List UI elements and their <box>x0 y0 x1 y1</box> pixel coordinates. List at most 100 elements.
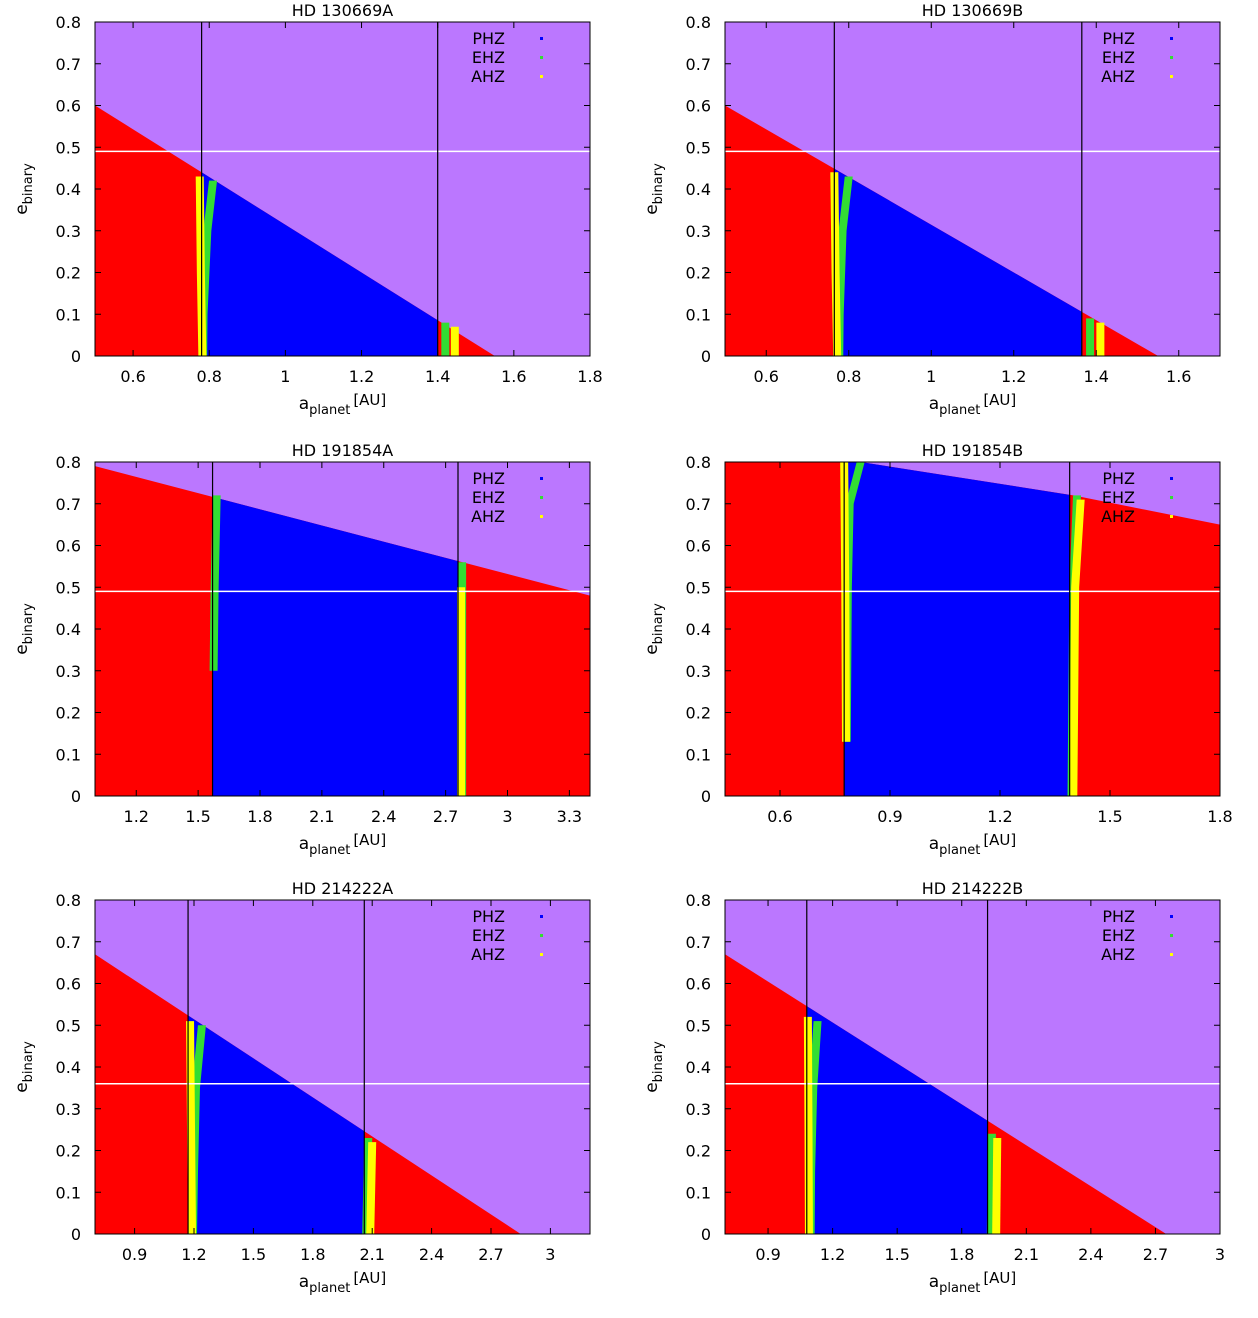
x-tick-label: 0.8 <box>197 367 222 386</box>
legend-marker <box>540 56 543 59</box>
y-tick-label: 0.5 <box>686 578 711 597</box>
legend-label: AHZ <box>471 507 505 526</box>
y-tick-label: 0.7 <box>686 495 711 514</box>
legend-label: EHZ <box>1102 48 1135 67</box>
ahz-outer-edge <box>1069 499 1085 796</box>
chart-title: HD 214222A <box>292 879 394 898</box>
y-tick-label: 0.5 <box>56 138 81 157</box>
legend-marker <box>1170 934 1173 937</box>
y-tick-label: 0.3 <box>686 1100 711 1119</box>
x-axis-label: aplanet[AU] <box>929 831 1017 858</box>
y-tick-label: 0.6 <box>56 537 81 556</box>
x-tick-label: 1.5 <box>185 807 210 826</box>
legend-marker <box>540 496 543 499</box>
y-axis-label: ebinary <box>642 603 666 655</box>
x-tick-label: 2.4 <box>371 807 396 826</box>
y-tick-label: 0.8 <box>686 13 711 32</box>
x-tick-label: 1 <box>280 367 290 386</box>
chart-title: HD 214222B <box>922 879 1024 898</box>
y-tick-label: 0.6 <box>686 537 711 556</box>
y-axis-label: ebinary <box>12 163 36 215</box>
legend-marker <box>540 37 543 40</box>
y-axis-label: ebinary <box>12 1041 36 1093</box>
legend-label: EHZ <box>472 926 505 945</box>
legend-marker <box>1170 37 1173 40</box>
y-tick-label: 0.7 <box>686 933 711 952</box>
y-tick-label: 0.7 <box>56 933 81 952</box>
x-tick-label: 1.2 <box>987 807 1012 826</box>
y-tick-label: 0.8 <box>56 453 81 472</box>
y-tick-label: 0.6 <box>686 97 711 116</box>
y-tick-label: 0.7 <box>56 495 81 514</box>
y-tick-label: 0 <box>701 347 711 366</box>
y-tick-label: 0.2 <box>686 1142 711 1161</box>
y-tick-label: 0.2 <box>686 264 711 283</box>
y-tick-label: 0.6 <box>686 975 711 994</box>
chart-panel-1: 0.6 0.8 1 1.2 1.4 1.6 1.8 0 0.1 0.2 0.3 0.4 0.5 0.6 0.… <box>12 1 603 418</box>
y-tick-label: 0.4 <box>56 620 81 639</box>
y-tick-label: 0.4 <box>686 1058 711 1077</box>
x-tick-label: 1.5 <box>884 1245 909 1264</box>
legend-marker <box>540 934 543 937</box>
x-tick-label: 2.1 <box>359 1245 384 1264</box>
legend-label: PHZ <box>472 907 505 926</box>
legend-marker <box>1170 477 1173 480</box>
x-tick-label: 1.2 <box>820 1245 845 1264</box>
plot-area <box>95 900 590 1234</box>
ahz-outer-edge <box>366 1142 377 1234</box>
legend-label: PHZ <box>472 29 505 48</box>
x-tick-label: 3 <box>1215 1245 1225 1264</box>
legend-marker <box>540 515 543 518</box>
ahz-inner-edge <box>830 172 842 356</box>
chart-panel-4: 0.6 0.9 1.2 1.5 1.8 0 0.1 0.2 0.3 0.4 0.5 0.6 0.7 0.8… <box>642 441 1233 858</box>
legend-marker <box>1170 953 1173 956</box>
y-tick-label: 0.2 <box>56 704 81 723</box>
y-tick-label: 0.5 <box>56 578 81 597</box>
ahz-outer-edge <box>457 587 466 796</box>
x-tick-label: 1.5 <box>1097 807 1122 826</box>
x-tick-label: 2.1 <box>1014 1245 1039 1264</box>
legend-label: EHZ <box>1102 926 1135 945</box>
legend-marker <box>1170 915 1173 918</box>
ehz-outer-edge <box>1086 318 1095 356</box>
ahz-inner-edge <box>840 462 850 742</box>
phz-region <box>212 496 458 796</box>
y-tick-label: 0.4 <box>56 180 81 199</box>
x-tick-label: 1.8 <box>247 807 272 826</box>
x-axis-label: aplanet[AU] <box>929 1269 1017 1296</box>
y-tick-label: 0.2 <box>56 264 81 283</box>
legend-marker <box>1170 496 1173 499</box>
legend-marker <box>1170 75 1173 78</box>
legend-label: EHZ <box>472 48 505 67</box>
y-tick-label: 0.5 <box>686 138 711 157</box>
y-tick-label: 0.3 <box>686 662 711 681</box>
y-axis-label: ebinary <box>12 603 36 655</box>
x-tick-label: 2.4 <box>1078 1245 1103 1264</box>
y-tick-label: 0 <box>71 347 81 366</box>
legend-label: PHZ <box>1102 907 1135 926</box>
legend-label: EHZ <box>472 488 505 507</box>
y-tick-label: 0.2 <box>56 1142 81 1161</box>
y-tick-label: 0.1 <box>56 305 81 324</box>
x-tick-label: 2.4 <box>419 1245 444 1264</box>
x-axis-label: aplanet[AU] <box>299 1269 387 1296</box>
x-tick-label: 2.7 <box>433 807 458 826</box>
x-tick-label: 1.4 <box>1084 367 1109 386</box>
legend-marker <box>540 953 543 956</box>
y-tick-label: 0.8 <box>56 13 81 32</box>
y-tick-label: 0 <box>71 1225 81 1244</box>
legend-label: PHZ <box>1102 469 1135 488</box>
y-tick-label: 0.3 <box>686 222 711 241</box>
y-tick-label: 0.8 <box>56 891 81 910</box>
x-tick-label: 1.5 <box>241 1245 266 1264</box>
x-tick-label: 1.8 <box>300 1245 325 1264</box>
legend-marker <box>540 75 543 78</box>
y-axis-label: ebinary <box>642 1041 666 1093</box>
plot-area <box>725 900 1220 1234</box>
x-tick-label: 1.6 <box>501 367 526 386</box>
y-tick-label: 0.7 <box>686 55 711 74</box>
x-tick-label: 1.2 <box>124 807 149 826</box>
chart-panel-6: 0.9 1.2 1.5 1.8 2.1 2.4 2.7 3 0 0.1 0.2 0.3 0.4 0.5 0.… <box>642 879 1225 1296</box>
x-tick-label: 0.6 <box>120 367 145 386</box>
x-axis-label: aplanet[AU] <box>299 831 387 858</box>
